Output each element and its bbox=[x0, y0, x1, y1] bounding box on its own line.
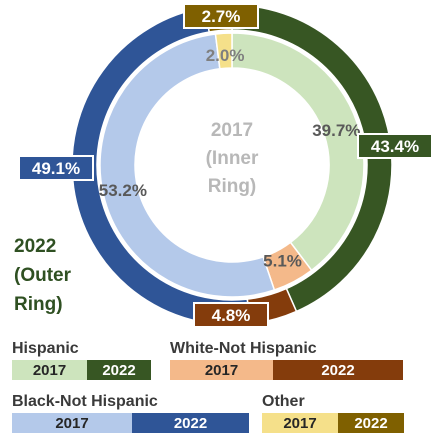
outer-ring-label-box-black-not-hispanic bbox=[18, 155, 94, 181]
outer-ring-labels: 43.4% 4.8% 49.1% 2.7% bbox=[18, 3, 433, 328]
legend-white-title: White-Not Hispanic bbox=[170, 340, 317, 357]
outer-ring-note: 2022 (Outer Ring) bbox=[14, 232, 71, 319]
inner-ring-label-other: 2.0% bbox=[206, 46, 245, 65]
legend-other: Other 2017 2022 bbox=[262, 393, 404, 433]
outer-ring-label-other: 2.7% bbox=[202, 7, 241, 26]
center-label-line-2: (Inner bbox=[206, 148, 259, 169]
outer-ring-label-box-other bbox=[183, 3, 259, 29]
inner-ring-slice-other bbox=[214, 32, 233, 70]
inner-ring bbox=[99, 32, 365, 298]
inner-ring-slice-black-not-hispanic bbox=[99, 33, 276, 298]
outer-ring-label-box-white-not-hispanic bbox=[193, 302, 269, 328]
donut-chart: 2017 (Inner Ring) 39.7% 5.1% 53.2% 2.0% 43.… bbox=[18, 3, 433, 328]
legend-white-2017: 2017 bbox=[170, 360, 273, 380]
legend-black-2022: 2022 bbox=[132, 413, 249, 433]
inner-ring-label-black-not-hispanic: 53.2% bbox=[99, 181, 147, 200]
outer-ring-label-hispanic: 43.4% bbox=[371, 137, 419, 156]
inner-ring-label-white-not-hispanic: 5.1% bbox=[263, 251, 302, 270]
legend-white-2022: 2022 bbox=[273, 360, 403, 380]
inner-ring-label-hispanic: 39.7% bbox=[312, 121, 360, 140]
legend-hispanic-title: Hispanic bbox=[12, 340, 79, 357]
legend-black-2017: 2017 bbox=[12, 413, 132, 433]
inner-ring-labels: 39.7% 5.1% 53.2% 2.0% bbox=[99, 46, 361, 270]
inner-ring-slice-hispanic bbox=[231, 32, 365, 272]
legend-hispanic-2017: 2017 bbox=[12, 360, 87, 380]
outer-ring-label-black-not-hispanic: 49.1% bbox=[32, 159, 80, 178]
outer-ring-note-line-3: Ring) bbox=[14, 294, 63, 315]
legend-hispanic: Hispanic 2017 2022 bbox=[12, 340, 151, 380]
outer-ring-note-line-2: (Outer bbox=[14, 265, 71, 286]
legend-black-not-hispanic: Black-Not Hispanic 2017 2022 bbox=[12, 393, 249, 433]
legend-hispanic-2022: 2022 bbox=[87, 360, 151, 380]
center-label-line-3: Ring) bbox=[208, 176, 257, 197]
legend-other-2017: 2017 bbox=[262, 413, 338, 433]
outer-ring-label-white-not-hispanic: 4.8% bbox=[212, 306, 251, 325]
outer-ring-label-box-hispanic bbox=[357, 133, 433, 159]
center-label: 2017 (Inner Ring) bbox=[206, 120, 259, 197]
legend-other-title: Other bbox=[262, 393, 305, 410]
center-label-line-1: 2017 bbox=[211, 120, 253, 141]
legend-other-2022: 2022 bbox=[338, 413, 404, 433]
outer-ring bbox=[71, 4, 393, 326]
legend-white-not-hispanic: White-Not Hispanic 2017 2022 bbox=[170, 340, 403, 380]
outer-ring-note-line-1: 2022 bbox=[14, 236, 57, 257]
legend-black-title: Black-Not Hispanic bbox=[12, 393, 158, 410]
